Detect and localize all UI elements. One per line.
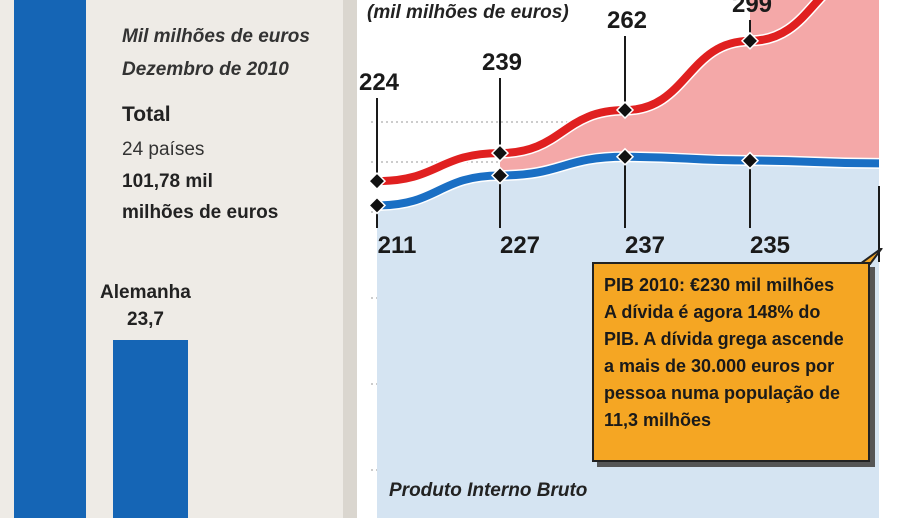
- country-bar: [113, 340, 188, 518]
- date-subtitle: Dezembro de 2010: [122, 59, 289, 80]
- gdp-point-1: [490, 166, 510, 185]
- tall-bar: [14, 0, 86, 518]
- debt-point-0: [367, 172, 387, 191]
- total-value-line2: milhões de euros: [122, 202, 279, 223]
- gdp-point-2: [615, 147, 635, 166]
- debt-gap-area: [500, 0, 879, 176]
- country-value-label: 23,7: [127, 309, 164, 330]
- gdp-point-3: [740, 151, 760, 170]
- gdp-point-0: [367, 196, 387, 215]
- debt-label-3: 299: [732, 0, 772, 18]
- callout-line-6: 11,3 milhões: [604, 410, 712, 430]
- chart-unit-label: (mil milhões de euros): [367, 2, 569, 23]
- gdp-callout-box: PIB 2010: €230 mil milhões A dívida é ag…: [592, 262, 870, 462]
- debt-point-1: [490, 144, 510, 163]
- country-name-label: Alemanha: [100, 282, 191, 303]
- gdp-label-1: 227: [500, 232, 540, 259]
- debt-label-0: 224: [359, 69, 400, 96]
- debt-label-1: 239: [482, 49, 522, 76]
- gdp-series-label: Produto Interno Bruto: [389, 480, 588, 501]
- gdp-label-2: 237: [625, 232, 665, 259]
- panel-divider: [343, 0, 357, 518]
- total-value-line1: 101,78 mil: [122, 171, 213, 192]
- callout-line-5: pessoa numa população de: [604, 383, 841, 403]
- countries-count: 24 países: [122, 139, 205, 160]
- country-bar-panel: Mil milhões de euros Dezembro de 2010 To…: [0, 0, 343, 518]
- unit-subtitle: Mil milhões de euros: [122, 26, 310, 47]
- callout-line-1: PIB 2010: €230 mil milhões: [604, 275, 835, 295]
- gdp-label-3: 235: [750, 232, 790, 259]
- callout-line-4: a mais de 30.000 euros por: [604, 356, 835, 376]
- debt-point-2: [615, 100, 635, 120]
- total-label: Total: [122, 103, 171, 126]
- callout-line-2: A dívida é agora 148% do: [604, 302, 821, 322]
- debt-label-2: 262: [607, 7, 647, 34]
- gdp-label-0: 211: [378, 232, 417, 259]
- callout-line-3: PIB. A dívida grega ascende: [604, 329, 844, 349]
- debt-point-3: [740, 31, 760, 50]
